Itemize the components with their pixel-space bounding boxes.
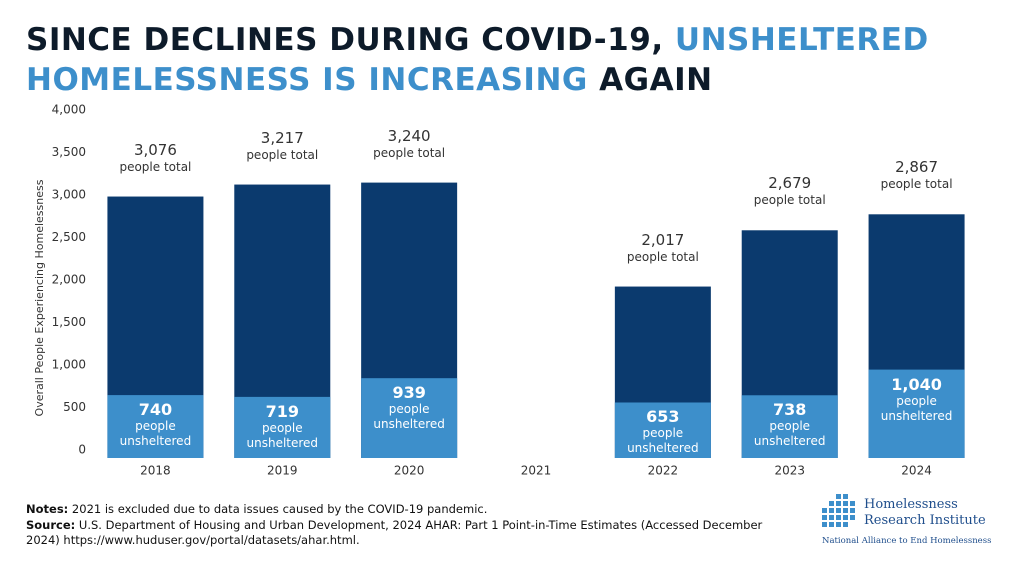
data-label-value: 3,240	[387, 126, 431, 145]
data-label-value: 3,076	[133, 140, 177, 159]
x-tick-label: 2023	[774, 464, 805, 478]
data-label: 740 people unsheltered	[112, 400, 198, 449]
y-tick-label: 2,500	[52, 230, 86, 244]
title-part: UNSHELTERED HOMELESSNESS IS INCREASING	[26, 22, 929, 98]
data-label-text: people total	[119, 159, 192, 174]
data-label-text: people unsheltered	[246, 420, 319, 450]
data-label: 3,217 people total	[239, 129, 325, 163]
y-tick-label: 3,500	[52, 145, 86, 159]
data-label-value: 1,040	[891, 374, 942, 394]
data-label-value: 719	[265, 401, 299, 421]
notes-label: Notes:	[26, 502, 69, 516]
bar	[107, 395, 204, 458]
data-label-text: people unsheltered	[880, 393, 953, 423]
y-tick-label: 4,000	[52, 103, 86, 117]
bar	[361, 378, 458, 458]
data-label-value: 2,867	[895, 158, 939, 177]
data-label-text: people total	[246, 147, 319, 162]
y-tick-label: 3,000	[52, 188, 86, 202]
data-label-text: people total	[880, 177, 953, 192]
notes-text: 2021 is excluded due to data issues caus…	[68, 502, 488, 516]
notes: Notes: 2021 is excluded due to data issu…	[26, 502, 766, 517]
data-label-value: 740	[138, 400, 173, 420]
x-tick-label: 2021	[521, 464, 552, 478]
x-tick-label: 2022	[648, 464, 679, 478]
source-label: Source:	[26, 518, 76, 532]
data-label-value: 2,679	[768, 174, 812, 193]
data-label-value: 3,217	[260, 128, 304, 147]
data-label: 2,867 people total	[874, 158, 960, 192]
data-label: 1,040 people unsheltered	[874, 375, 960, 424]
bar	[741, 395, 838, 458]
logo-icon	[822, 494, 855, 527]
data-label: 2,017 people total	[620, 231, 706, 265]
data-label-value: 738	[773, 400, 807, 420]
data-label-text: people total	[373, 145, 446, 160]
logo-tagline: National Alliance to End Homelessness	[822, 536, 992, 546]
x-tick-label: 2018	[140, 464, 171, 478]
data-label-value: 653	[646, 407, 680, 427]
data-label: 653 people unsheltered	[620, 407, 706, 456]
x-tick-label: 2019	[267, 464, 298, 478]
bar	[614, 402, 711, 458]
data-label-value: 2,017	[641, 230, 685, 249]
data-label-text: people unsheltered	[753, 419, 826, 449]
data-label-text: people total	[626, 249, 699, 264]
data-label: 939 people unsheltered	[366, 383, 452, 432]
data-label: 3,076 people total	[112, 141, 198, 175]
y-tick-label: 1,500	[52, 315, 86, 329]
data-label: 2,679 people total	[747, 174, 833, 208]
data-label-value: 939	[392, 383, 426, 403]
source-text: U.S. Department of Housing and Urban Dev…	[26, 518, 763, 547]
data-label: 3,240 people total	[366, 127, 452, 161]
data-label: 738 people unsheltered	[747, 400, 833, 449]
y-axis-label: Overall People Experiencing Homelessness	[33, 179, 46, 416]
bar	[234, 396, 331, 458]
title-part: AGAIN	[587, 62, 713, 98]
y-tick-label: 1,000	[52, 358, 86, 372]
y-tick-label: 500	[63, 400, 86, 414]
y-tick-label: 2,000	[52, 273, 86, 287]
title-part: SINCE DECLINES DURING COVID-19,	[26, 22, 675, 58]
x-tick-label: 2020	[394, 464, 425, 478]
data-label: 719 people unsheltered	[239, 402, 325, 451]
y-tick-label: 0	[78, 443, 86, 457]
x-tick-label: 2024	[901, 464, 932, 478]
logo-name: Research Institute	[864, 513, 986, 528]
data-label-text: people unsheltered	[627, 426, 699, 456]
chart-title: SINCE DECLINES DURING COVID-19, UNSHELTE…	[26, 20, 986, 100]
data-label-text: people total	[753, 193, 826, 208]
data-label-text: people unsheltered	[119, 419, 192, 449]
source: Source: U.S. Department of Housing and U…	[26, 518, 766, 548]
bar	[868, 369, 965, 458]
logo-name: Homelessness	[864, 497, 958, 512]
data-label-text: people unsheltered	[373, 402, 445, 432]
